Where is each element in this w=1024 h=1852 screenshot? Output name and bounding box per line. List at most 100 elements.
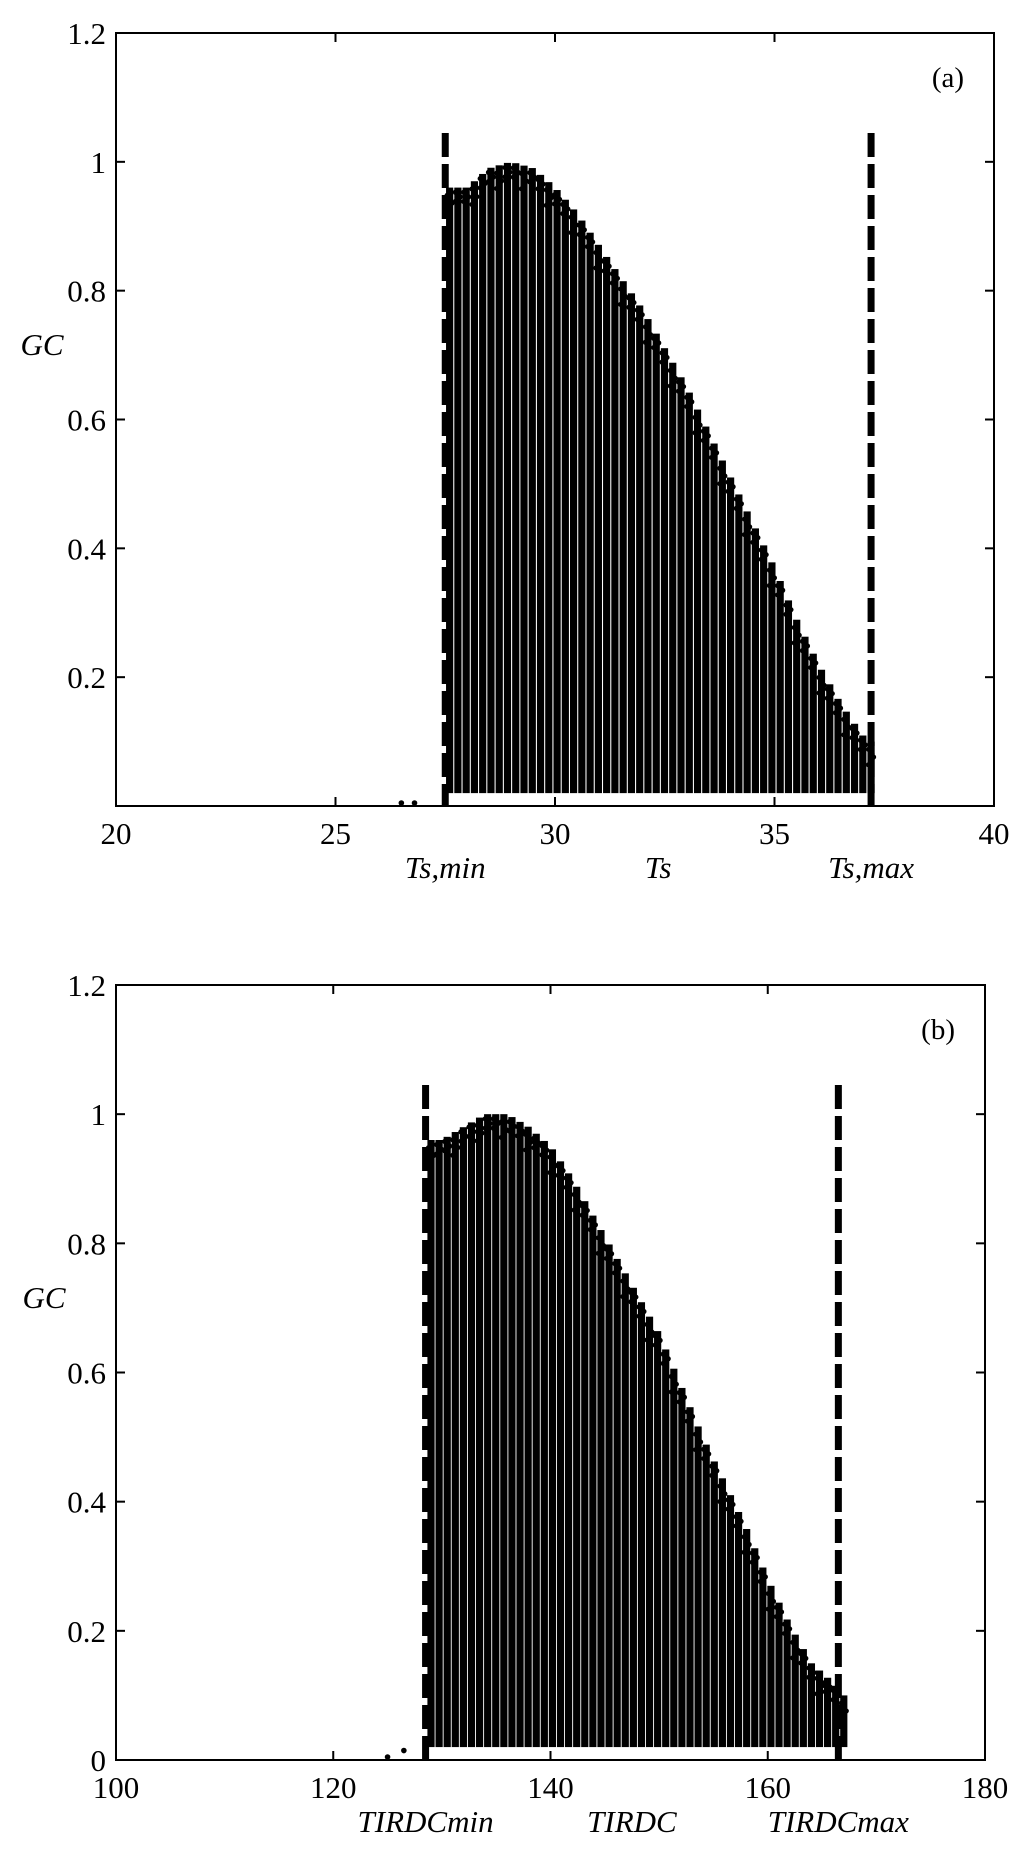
scatter-column	[613, 1258, 621, 1748]
scatter-column	[573, 1186, 581, 1748]
scatter-point	[608, 1251, 615, 1257]
scatter-column	[784, 600, 793, 794]
chart-panel-b: TIRDCmin TIRDCmax 100 120 140 160 180 0 0.2 0.4 0…	[22, 968, 1008, 1839]
scatter-point	[667, 383, 673, 389]
scatter-point	[659, 359, 665, 365]
scatter-column	[629, 1287, 637, 1748]
scatter-column	[662, 1349, 670, 1748]
scatter-column	[776, 580, 784, 794]
scatter-column	[487, 167, 495, 794]
scatter-point	[824, 695, 830, 701]
scatter-point	[742, 516, 748, 522]
scatter-column	[677, 377, 685, 794]
scatter-point	[592, 1222, 598, 1228]
scatter-column	[807, 1663, 816, 1748]
scatter-column	[727, 477, 735, 794]
scatter-column	[569, 209, 578, 794]
scatter-point	[651, 335, 657, 341]
scatter-point	[843, 1708, 849, 1714]
scatter-point	[649, 1329, 655, 1335]
scatter-column	[693, 409, 702, 794]
scatter-point	[705, 433, 711, 439]
scatter-point	[758, 547, 764, 553]
scatter-point	[757, 1569, 763, 1575]
scatter-point	[618, 286, 624, 292]
scatter-point	[485, 169, 492, 175]
scatter-point	[514, 1123, 521, 1130]
scatter-column	[644, 319, 652, 794]
scatter-point	[442, 1148, 448, 1154]
scatter-column	[540, 1140, 548, 1748]
scatter-point	[506, 1119, 513, 1125]
axis-ticks: 100 120 140 160 180 0 0.2 0.4 0.6 0.8 1 1.2	[67, 968, 1008, 1805]
scatter-point	[471, 1129, 477, 1135]
x-tick-label: 100	[93, 1770, 140, 1805]
scatter-column	[621, 1273, 629, 1748]
scatter-point	[617, 1265, 623, 1271]
x-tick-label: 140	[527, 1770, 574, 1805]
scatter-point	[757, 1578, 763, 1585]
scatter-point	[806, 1665, 812, 1671]
scatter-point	[555, 1172, 561, 1178]
scatter-point	[618, 301, 624, 307]
scatter-point	[708, 454, 715, 461]
scatter-column	[710, 443, 718, 794]
scatter-column	[479, 173, 487, 794]
scatter-point	[796, 632, 802, 638]
scatter-point	[741, 1534, 747, 1540]
scatter-point	[813, 660, 819, 666]
scatter-point	[555, 1163, 561, 1169]
scatter-point	[738, 1518, 744, 1524]
scatter-point	[692, 414, 698, 420]
scatter-point	[485, 179, 492, 185]
scatter-point	[620, 1278, 626, 1284]
scatter-column	[850, 723, 859, 794]
scatter-column	[775, 1602, 783, 1748]
y-axis-label: GC	[20, 327, 63, 362]
x-tick-label: 20	[101, 816, 132, 851]
scatter-point	[799, 638, 806, 644]
scatter-point	[519, 1128, 526, 1134]
scatter-point	[689, 1413, 696, 1420]
scatter-column	[627, 293, 636, 794]
panel-label: (a)	[932, 62, 964, 94]
scatter-point	[502, 174, 508, 180]
scatter-column	[718, 460, 726, 794]
scatter-point	[498, 1119, 504, 1125]
scatter-point	[494, 185, 500, 192]
scatter-point	[862, 742, 868, 748]
scatter-column	[462, 187, 470, 794]
scatter-point	[581, 227, 587, 233]
scatter-point	[587, 1217, 593, 1223]
scatter-column	[561, 199, 569, 794]
scatter-column	[470, 181, 479, 794]
scatter-point	[560, 201, 566, 207]
scatter-point	[523, 1147, 529, 1153]
scatter-column	[427, 1140, 435, 1748]
scatter-point	[775, 592, 781, 598]
scatter-point	[766, 582, 773, 589]
scatter-point	[494, 170, 500, 176]
scatter-column	[678, 1387, 686, 1748]
scatter-column	[652, 333, 660, 794]
scatter-points	[398, 162, 877, 806]
scatter-point	[698, 1439, 704, 1445]
scatter-point	[668, 1389, 674, 1395]
scatter-point	[814, 1691, 820, 1697]
scatter-column	[760, 545, 768, 794]
scatter-point	[584, 1207, 590, 1214]
scatter-point	[576, 1199, 582, 1205]
scatter-point	[782, 1621, 788, 1627]
scatter-point	[625, 1286, 631, 1292]
scatter-point	[510, 174, 516, 180]
scatter-point	[477, 185, 483, 191]
scatter-point	[585, 234, 591, 240]
scatter-point	[841, 716, 847, 722]
scatter-point	[499, 178, 505, 184]
scatter-point	[523, 1131, 529, 1138]
scatter-point	[783, 602, 789, 608]
scatter-point	[461, 198, 467, 205]
scatter-column	[834, 698, 842, 794]
min-reference-label: TIRDCmin	[358, 1804, 494, 1839]
y-tick-label: 0.6	[67, 403, 106, 438]
